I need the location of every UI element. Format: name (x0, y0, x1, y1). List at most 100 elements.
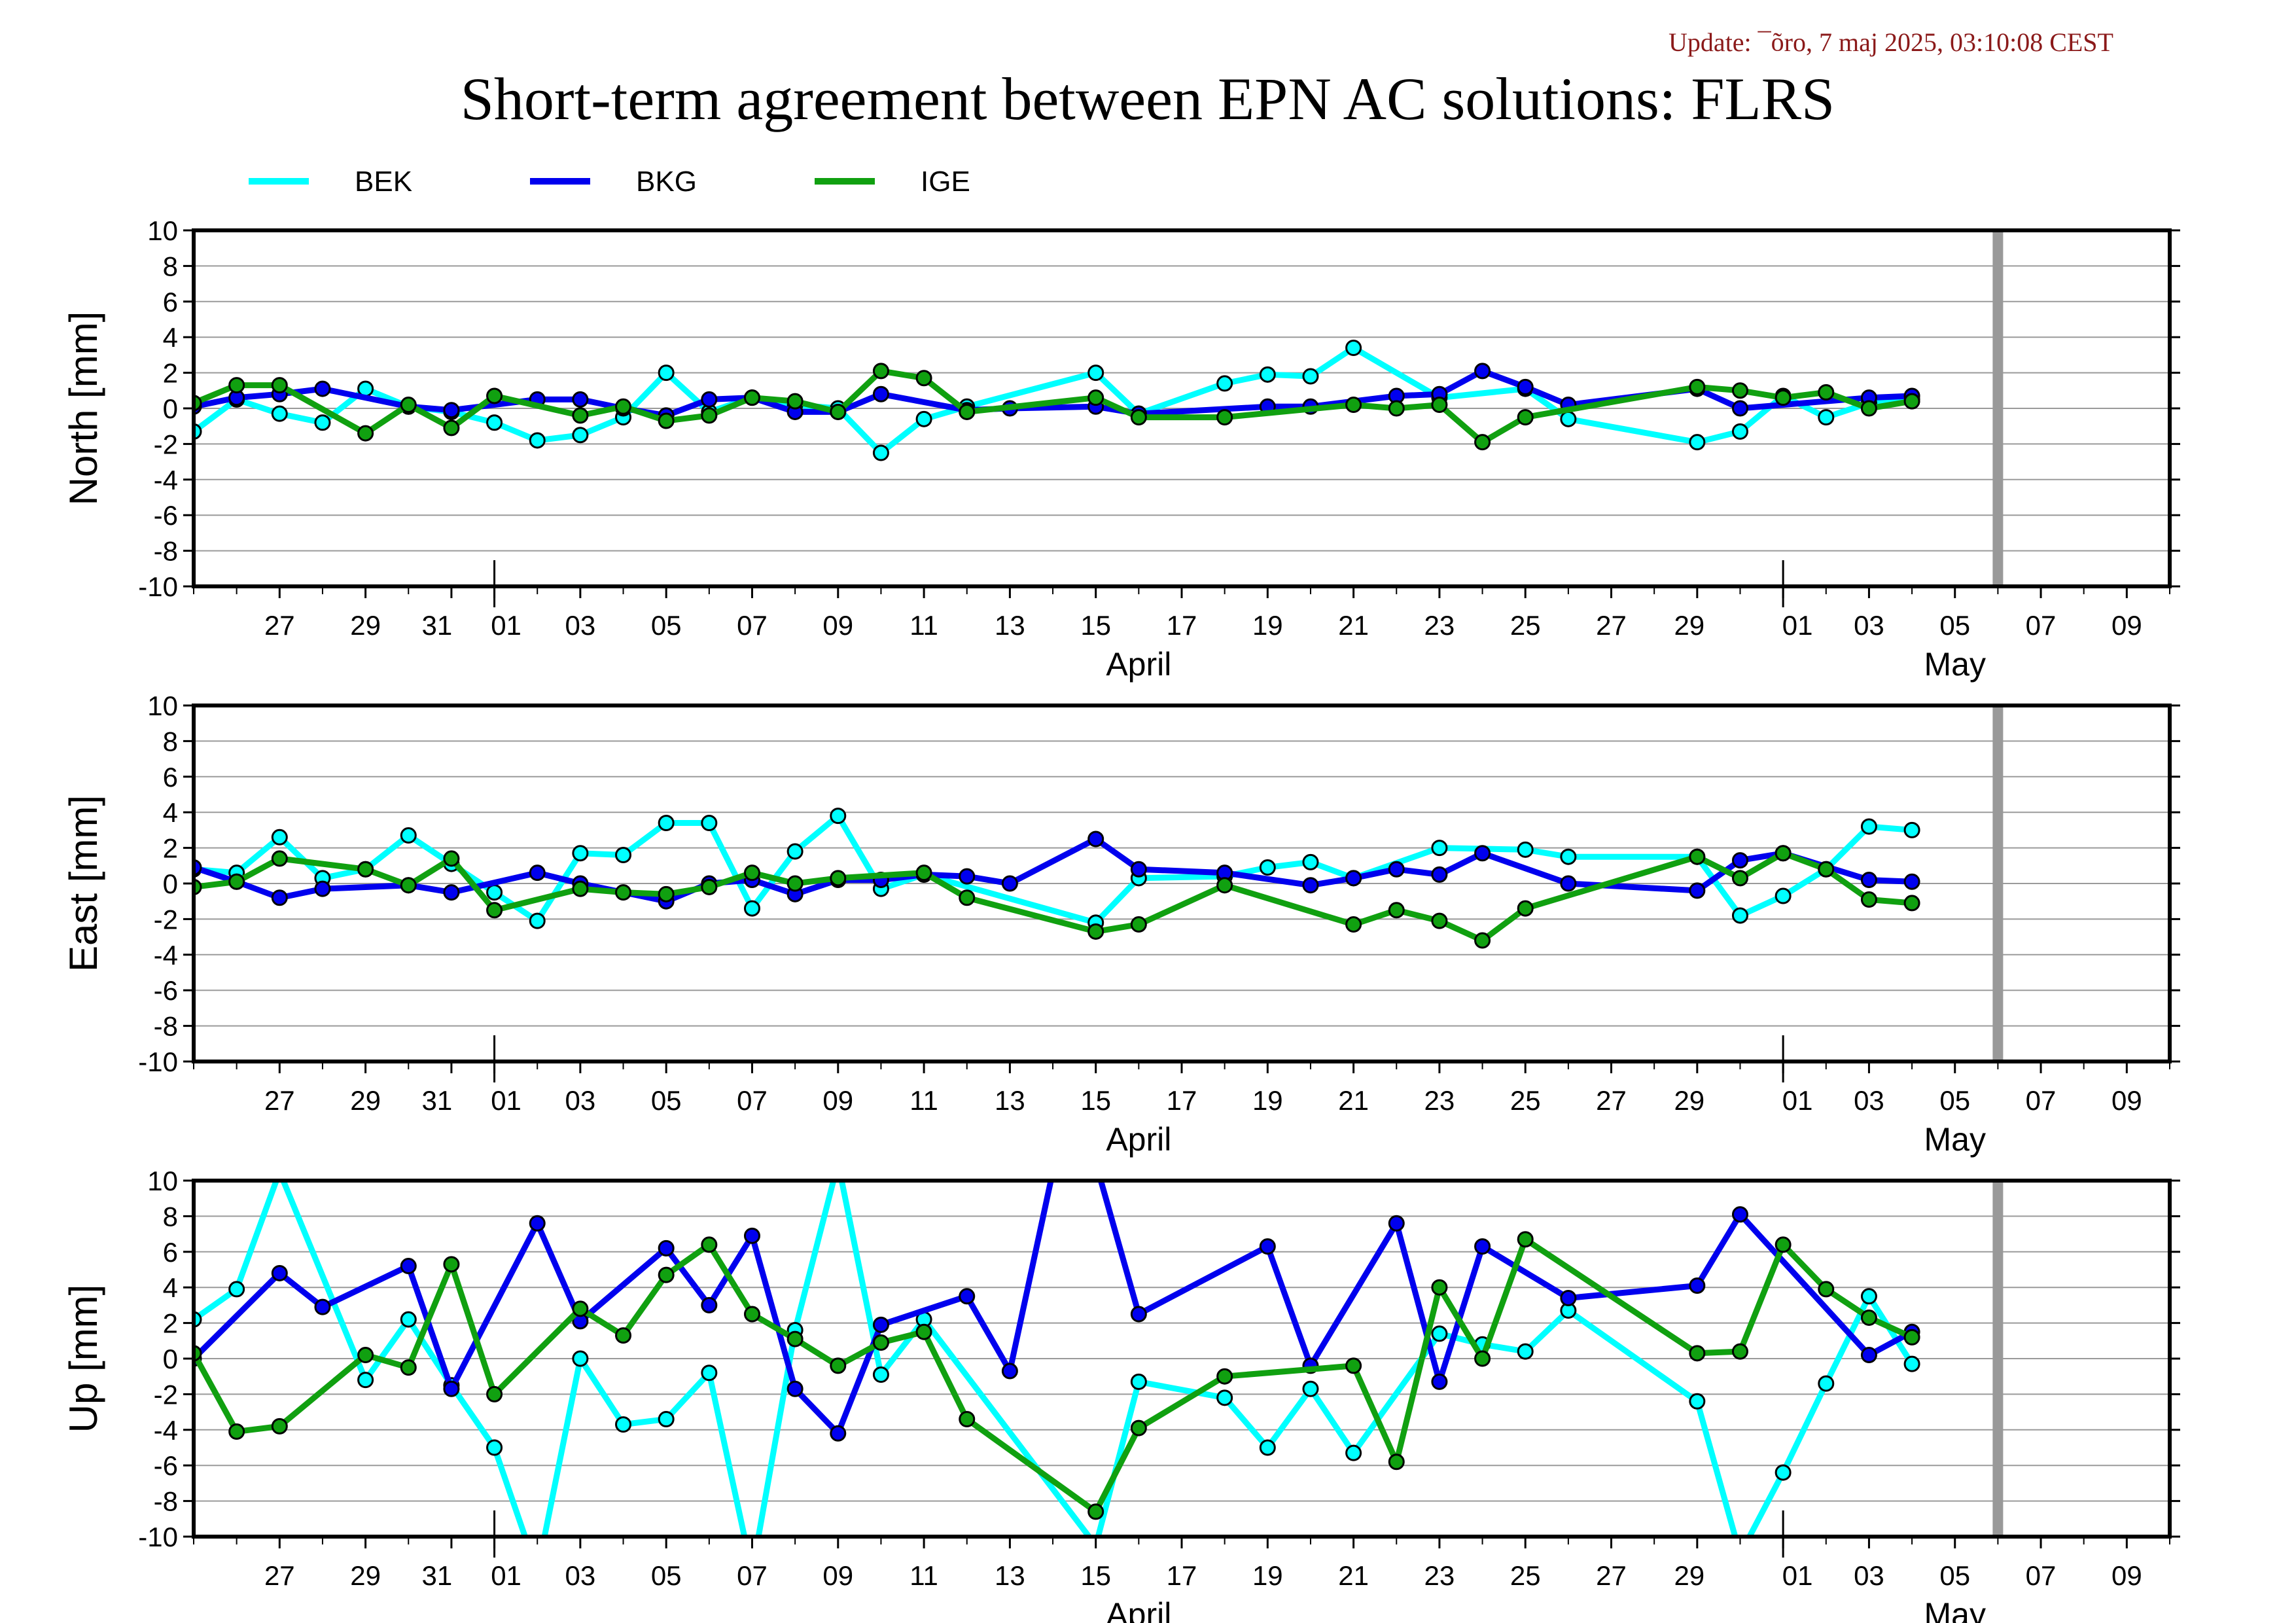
data-point (314, 414, 331, 431)
x-tick-label: 09 (822, 610, 853, 641)
update-timestamp: Update: ¯õro, 7 maj 2025, 03:10:08 CEST (1669, 27, 2113, 57)
data-point (959, 868, 976, 885)
y-axis-label: North [mm] (62, 312, 105, 506)
data-point (400, 1359, 417, 1376)
data-point (658, 1240, 675, 1257)
data-point (1731, 1206, 1748, 1223)
data-point (743, 1227, 760, 1244)
legend-label-bek: BEK (355, 166, 412, 198)
data-point (400, 877, 417, 894)
data-point (1517, 1343, 1534, 1360)
data-point (1089, 1156, 1103, 1170)
data-point (1903, 393, 1920, 410)
y-tick-label: 8 (163, 1201, 178, 1232)
y-tick-label: -10 (138, 571, 178, 602)
x-tick-label: 27 (1596, 1560, 1627, 1591)
data-point (743, 900, 760, 917)
y-tick-label: -4 (154, 940, 178, 971)
data-point (1903, 895, 1920, 912)
data-point (486, 1439, 503, 1456)
x-tick-label: 23 (1424, 1560, 1455, 1591)
data-point (1731, 423, 1748, 440)
data-point (1689, 1277, 1706, 1294)
y-tick-label: 0 (163, 1344, 178, 1374)
legend-label-bkg: BKG (636, 166, 697, 198)
x-tick-label: 01 (491, 1085, 521, 1116)
data-point (831, 1156, 845, 1170)
data-point (872, 363, 889, 380)
x-tick-label: 27 (1596, 1085, 1627, 1116)
data-point (1001, 1363, 1018, 1380)
data-point (486, 387, 503, 404)
data-point (400, 397, 417, 414)
x-tick-label: 29 (350, 1560, 381, 1591)
data-point (615, 1416, 632, 1433)
x-tick-label: 03 (565, 610, 596, 641)
data-point (658, 885, 675, 902)
data-point (1046, 1164, 1060, 1179)
data-point (572, 880, 589, 897)
data-point (915, 410, 932, 427)
data-point (271, 405, 288, 422)
y-axis-label: Up [mm] (62, 1285, 105, 1433)
data-point (615, 846, 632, 863)
data-point (1860, 1347, 1877, 1364)
data-point (786, 393, 804, 410)
x-tick-label: 19 (1252, 610, 1283, 641)
x-tick-label: 01 (1782, 610, 1813, 641)
data-point (1216, 1389, 1233, 1406)
data-point (1560, 848, 1577, 865)
data-point (1259, 366, 1276, 383)
x-tick-label: 31 (422, 1085, 453, 1116)
x-tick-label: 07 (737, 1085, 768, 1116)
data-point (486, 884, 503, 901)
series-ige (194, 363, 1920, 451)
y-tick-label: 0 (163, 868, 178, 899)
data-point (1388, 902, 1405, 919)
x-tick-label: 09 (822, 1560, 853, 1591)
data-point (615, 1327, 632, 1344)
x-tick-label: 05 (651, 1085, 682, 1116)
data-point (1345, 1357, 1362, 1374)
x-tick-label: 11 (910, 1560, 938, 1591)
data-point (443, 1380, 460, 1397)
data-point (830, 808, 847, 825)
data-point (743, 1306, 760, 1323)
data-point (272, 1164, 287, 1179)
y-tick-label: -4 (154, 465, 178, 495)
data-point (615, 398, 632, 415)
chart-panels: 10 8 6 4 2 0 -2 -4 -6 -8 -10 North [mm] 27 29 31 01 03 05… (62, 215, 2180, 1623)
x-tick-label: 03 (1854, 1085, 1884, 1116)
x-tick-label: 29 (1674, 1085, 1704, 1116)
x-tick-label: 19 (1252, 1085, 1283, 1116)
x-month-label: May (1924, 1121, 1986, 1158)
y-tick-label: -2 (154, 904, 178, 935)
x-tick-label: 09 (2111, 1085, 2142, 1116)
x-tick-label: 03 (565, 1560, 596, 1591)
data-point (271, 850, 288, 867)
x-month-label: May (1924, 1596, 1986, 1623)
x-tick-label: 03 (1854, 1560, 1884, 1591)
data-point (228, 873, 245, 890)
data-point (1216, 375, 1233, 392)
data-point (872, 1316, 889, 1333)
x-tick-label: 09 (822, 1085, 853, 1116)
data-point (872, 1334, 889, 1351)
data-point (400, 1258, 417, 1275)
x-tick-label: 01 (1782, 1560, 1813, 1591)
data-point (830, 870, 847, 887)
data-point (1130, 861, 1147, 878)
x-tick-label: 29 (350, 610, 381, 641)
data-point (915, 865, 932, 882)
data-point (959, 403, 976, 420)
x-tick-label: 09 (2111, 1560, 2142, 1591)
data-point (872, 385, 889, 402)
y-tick-label: 4 (163, 1272, 178, 1303)
data-point (1259, 1439, 1276, 1456)
data-point (959, 889, 976, 906)
data-point (357, 861, 374, 878)
x-tick-label: 13 (995, 610, 1025, 641)
data-point (701, 1364, 718, 1382)
y-tick-label: -6 (154, 500, 178, 531)
